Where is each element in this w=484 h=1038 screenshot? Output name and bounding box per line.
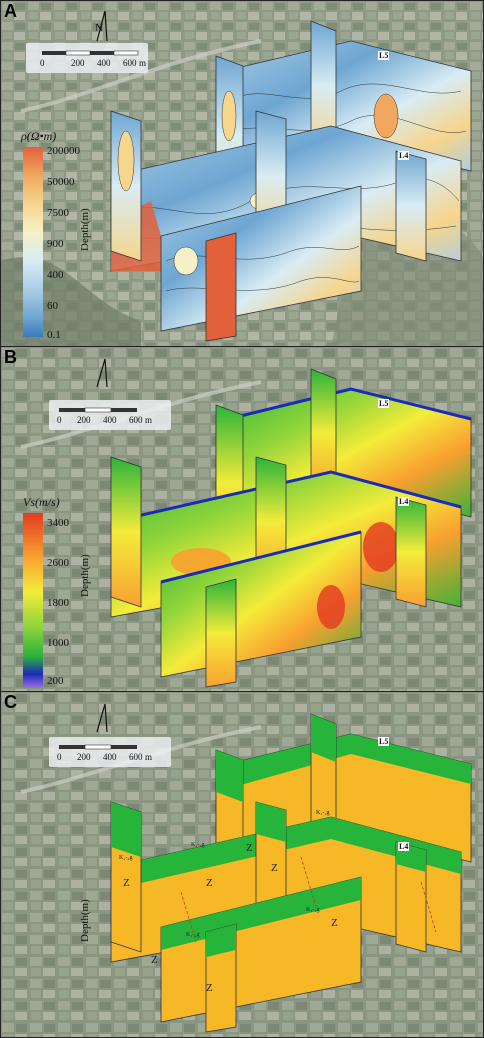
depth-axis-label: Depth(m) [79,208,91,251]
layer-label-z: Z [246,842,253,854]
layer-label-z: Z [206,982,213,994]
scale-unit: m [145,752,153,762]
legend-b-tick: 1800 [47,597,69,609]
legend-a-title: ρ(Ω•m) [21,129,57,143]
panel-b-velocity: B [0,346,484,692]
panel-c-interpretation: C [0,691,484,1038]
legend-b-tick: 2600 [47,557,69,569]
panel-letter-c: C [4,692,17,712]
scale-tick-0: 0 [57,415,62,425]
legend-a-tick: 200000 [47,145,80,157]
panel-letter-b: B [4,347,17,367]
scalebar-a: 0 200 400 600 m [26,43,148,73]
layer-label-z: Z [123,877,130,889]
velocity-colorbar [23,513,43,688]
layer-label-z: Z [331,917,338,929]
panel-c-scene [1,692,483,1037]
line-tag-l4: L4 [398,151,410,160]
scale-unit: m [145,415,153,425]
layer-label-z: Z [206,877,213,889]
scale-tick-0: 0 [57,752,62,762]
line-tag-l4: L4 [398,497,410,506]
scale-unit: m [139,58,147,68]
legend-a-tick: 900 [47,238,64,250]
north-arrow-icon: N [95,10,108,42]
layer-label-k: K₁-₂g [191,842,205,848]
line-tag-l5: L5 [378,737,390,746]
scale-tick-600: 600 [129,415,143,425]
legend-a-tick: 400 [47,269,64,281]
depth-axis-label: Depth(m) [79,554,91,597]
resistivity-legend: ρ(Ω•m) 200000 50000 7500 900 400 60 0.1 [11,129,101,344]
legend-b-title: Vs(m/s) [23,495,60,509]
panel-a-resistivity: A [0,0,484,347]
scale-tick-400: 400 [103,752,117,762]
north-arrow-icon [96,703,108,733]
velocity-legend: Vs(m/s) 3400 2600 1800 1000 200 [11,495,101,690]
legend-b-tick: 200 [47,675,64,687]
depth-axis-label: Depth(m) [79,899,91,942]
resistivity-colorbar [23,147,43,337]
scale-tick-400: 400 [103,415,117,425]
line-tag-l5: L5 [378,399,390,408]
line-tag-l5: L5 [378,51,390,60]
svg-text:N: N [95,22,103,34]
scale-tick-0: 0 [40,58,45,68]
legend-a-tick: 50000 [47,176,75,188]
north-arrow-icon [96,358,108,388]
scale-tick-600: 600 [129,752,143,762]
panel-b-scene [1,347,483,691]
panel-a-scene: N [1,1,483,346]
legend-b-tick: 3400 [47,517,69,529]
scalebar-b: 0 200 400 600 m [49,400,171,430]
layer-label-z: Z [271,862,278,874]
scale-tick-200: 200 [77,752,91,762]
legend-a-tick: 0.1 [47,329,61,341]
scale-tick-400: 400 [97,58,111,68]
scale-tick-600: 600 [123,58,137,68]
layer-label-k: K₁-₂g [306,907,320,913]
legend-b-tick: 1000 [47,637,69,649]
legend-a-tick: 60 [47,300,58,312]
panel-letter-a: A [4,1,17,21]
scalebar-c: 0 200 400 600 m [49,737,171,767]
layer-label-k: K₁-₂g [316,810,330,816]
layer-label-k: K₁-₂g [119,855,133,861]
layer-label-z: Z [151,954,158,966]
layer-label-k: K₁-₂g [186,932,200,938]
scale-tick-200: 200 [71,58,85,68]
legend-a-tick: 7500 [47,207,69,219]
line-tag-l4: L4 [398,842,410,851]
scale-tick-200: 200 [77,415,91,425]
